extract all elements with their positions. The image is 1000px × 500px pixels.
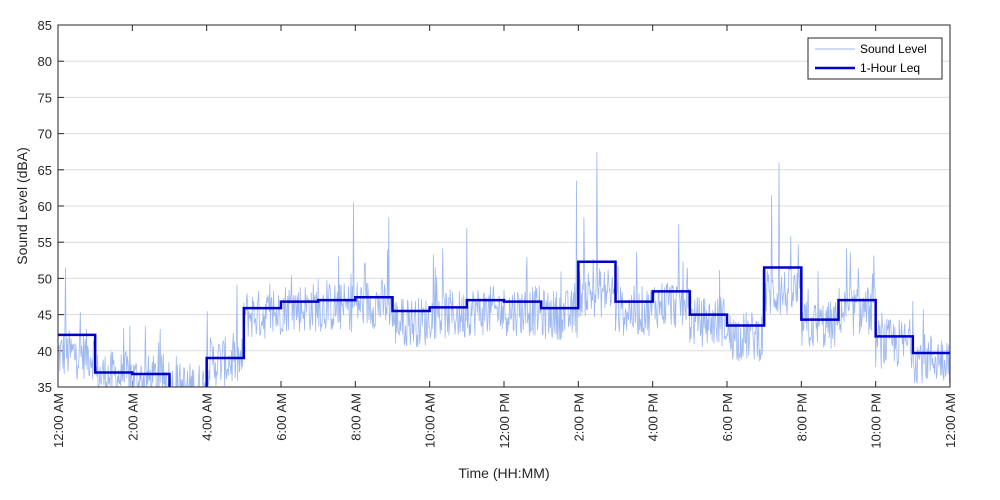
y-tick-label: 85 [38,18,52,33]
series-sound-level [58,151,950,387]
y-tick-label: 80 [38,54,52,69]
legend-box [807,37,943,80]
x-tick-label: 6:00 PM [720,393,735,441]
plot-frame [57,24,951,388]
y-tick-label: 45 [38,308,52,323]
legend-label-sound-level: Sound Level [860,42,927,56]
x-tick-label: 12:00 AM [51,393,66,448]
x-tick-label: 10:00 AM [423,393,438,448]
y-axis-label: Sound Level (dBA) [14,147,30,265]
y-tick-label: 35 [38,380,52,395]
x-tick-label: 4:00 PM [646,393,661,441]
y-tick-label: 70 [38,127,52,142]
y-tick-label: 50 [38,271,52,286]
y-tick-label: 55 [38,235,52,250]
y-tick-label: 60 [38,199,52,214]
y-tick-label: 75 [38,90,52,105]
x-tick-label: 8:00 PM [794,393,809,441]
x-tick-label: 12:00 AM [943,393,958,448]
x-axis-label: Time (HH:MM) [458,465,549,481]
legend: Sound Level 1-Hour Leq [807,37,943,80]
series-1-hour-leq [58,260,950,387]
x-tick-label: 10:00 PM [869,393,884,449]
x-tick-label: 6:00 AM [274,393,289,441]
x-tick-label: 2:00 PM [571,393,586,441]
x-axis-ticks: 12:00 AM 2:00 AM 4:00 AM 6:00 AM 8:00 AM 10:0… [51,25,958,449]
plot-area [58,151,950,387]
legend-label-leq: 1-Hour Leq [860,61,920,75]
x-tick-label: 12:00 PM [497,393,512,449]
x-tick-label: 2:00 AM [125,393,140,441]
y-tick-label: 40 [38,344,52,359]
x-tick-label: 4:00 AM [200,393,215,441]
y-tick-label: 65 [38,163,52,178]
x-tick-label: 8:00 AM [348,393,363,441]
y-axis-ticks: 35 40 45 50 55 60 65 70 75 80 85 [38,18,64,395]
grid-lines [58,60,950,352]
